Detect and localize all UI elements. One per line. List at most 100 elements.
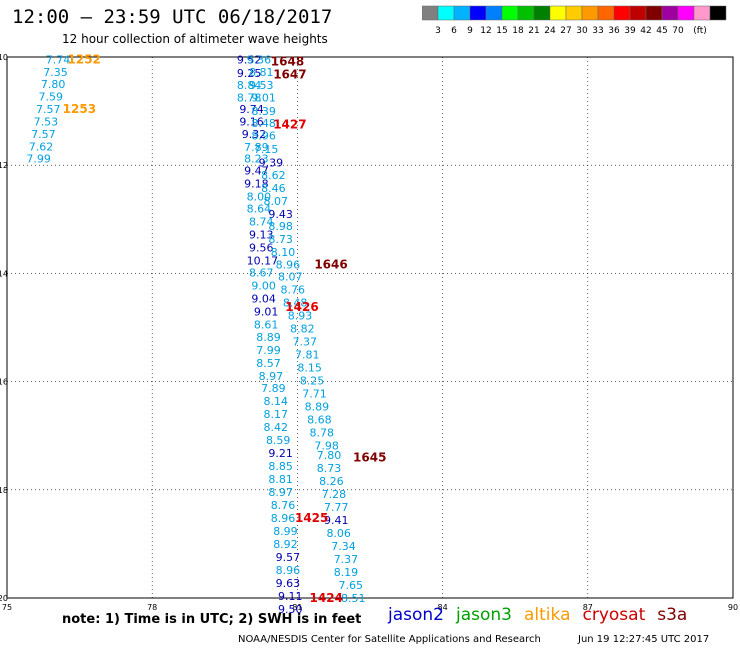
swh-value-label: 8.46 bbox=[261, 182, 286, 195]
swh-value-label: 8.78 bbox=[310, 426, 335, 439]
swh-value-label: 7.37 bbox=[293, 336, 318, 349]
swh-value-label: 9.41 bbox=[324, 514, 349, 527]
pass-time-label: 1645 bbox=[353, 450, 386, 464]
swh-value-label: 8.73 bbox=[317, 462, 342, 475]
swh-value-label: 7.65 bbox=[339, 579, 364, 592]
swh-value-label: 7.98 bbox=[314, 439, 339, 452]
swh-value-label: 9.39 bbox=[259, 156, 284, 169]
lon-tick-label: 78 bbox=[147, 603, 157, 612]
pass-time-label: 1253 bbox=[63, 102, 96, 116]
swh-value-label: 9.47 bbox=[244, 165, 269, 178]
swh-value-label: 8.85 bbox=[268, 460, 293, 473]
scale-swatch bbox=[709, 5, 727, 21]
swh-value-label: 7.53 bbox=[34, 115, 59, 128]
scale-tick-label: 70 bbox=[672, 26, 684, 36]
swh-value-label: 8.42 bbox=[264, 421, 289, 434]
swh-value-label: 9.11 bbox=[278, 590, 303, 603]
swh-value-label: 8.76 bbox=[271, 499, 296, 512]
swh-value-label: 9.53 bbox=[249, 79, 274, 92]
swh-value-label: 8.00 bbox=[247, 191, 272, 204]
swh-value-label: 8.48 bbox=[283, 297, 308, 310]
pass-time-label: 1427 bbox=[273, 118, 306, 132]
lon-tick-label: 84 bbox=[438, 603, 448, 612]
swh-value-label: 8.96 bbox=[276, 564, 301, 577]
swh-value-label: 9.32 bbox=[242, 128, 266, 141]
pass-time-label: 1647 bbox=[273, 67, 306, 81]
lon-tick-label: 75 bbox=[2, 603, 12, 612]
swh-value-label: 9.52 bbox=[237, 54, 262, 67]
swh-value-label: 8.73 bbox=[268, 233, 293, 246]
swh-value-label: 9.56 bbox=[249, 241, 274, 254]
swh-value-label: 9.63 bbox=[276, 577, 301, 590]
scale-tick-label: 24 bbox=[544, 26, 556, 36]
scale-tick-label: 42 bbox=[640, 26, 651, 36]
scale-tick-label: (ft) bbox=[693, 26, 707, 36]
swh-value-label: 8.84 bbox=[237, 79, 262, 92]
lat-tick-label: -10 bbox=[0, 53, 8, 62]
swh-value-label: 8.97 bbox=[259, 370, 284, 383]
swh-value-label: 8.68 bbox=[307, 413, 332, 426]
swh-value-label: 8.81 bbox=[268, 473, 293, 486]
swh-value-label: 8.64 bbox=[247, 202, 272, 215]
swh-value-label: 8.59 bbox=[266, 434, 291, 447]
swh-value-label: 8.98 bbox=[268, 220, 293, 233]
swh-value-label: 8.92 bbox=[273, 538, 298, 551]
swh-value-label: 7.62 bbox=[29, 140, 53, 153]
lon-tick-label: 90 bbox=[728, 603, 738, 612]
swh-value-label: 8.96 bbox=[251, 129, 275, 142]
satellite-legend-jason3: jason3 bbox=[456, 605, 512, 625]
swh-value-label: 8.14 bbox=[264, 395, 289, 408]
scale-tick-label: 9 bbox=[467, 26, 473, 36]
swh-value-label: 8.96 bbox=[276, 259, 301, 272]
swh-value-label: 9.21 bbox=[268, 447, 293, 460]
swh-value-label: 8.15 bbox=[297, 362, 322, 375]
swh-value-label: 7.89 bbox=[244, 141, 269, 154]
swh-value-label: 9.01 bbox=[251, 92, 275, 105]
scale-tick-label: 45 bbox=[656, 26, 667, 36]
swh-value-label: 7.99 bbox=[26, 153, 51, 166]
swh-value-label: 8.57 bbox=[256, 357, 281, 370]
swh-value-label: 8.61 bbox=[254, 318, 279, 331]
swh-value-label: 9.57 bbox=[276, 551, 301, 564]
swh-value-label: 7.80 bbox=[317, 449, 342, 462]
scale-tick-label: 30 bbox=[576, 26, 588, 36]
swh-value-label: 7.34 bbox=[331, 540, 356, 553]
scale-tick-label: 12 bbox=[480, 26, 491, 36]
scale-tick-label: 39 bbox=[624, 26, 636, 36]
swh-value-label: 8.23 bbox=[244, 153, 269, 166]
swh-value-label: 8.99 bbox=[273, 525, 298, 538]
swh-value-label: 8.81 bbox=[249, 66, 274, 79]
swh-value-label: 9.25 bbox=[237, 67, 262, 80]
swh-value-label: 8.07 bbox=[264, 195, 289, 208]
lat-tick-label: -16 bbox=[0, 378, 8, 387]
swh-value-label: 7.89 bbox=[261, 382, 286, 395]
swh-value-label: 8.19 bbox=[334, 566, 359, 579]
lat-tick-label: -20 bbox=[0, 594, 8, 603]
swh-value-label: 8.76 bbox=[280, 284, 305, 297]
satellite-legend-cryosat: cryosat bbox=[582, 605, 646, 625]
scale-tick-label: 36 bbox=[608, 26, 620, 36]
satellite-legend-altika: altika bbox=[524, 605, 571, 625]
scale-tick-label: 3 bbox=[435, 26, 441, 36]
swh-value-label: 7.99 bbox=[256, 344, 281, 357]
pass-time-label: 1424 bbox=[310, 591, 343, 605]
swh-value-label: 7.28 bbox=[322, 488, 347, 501]
swh-value-label: 9.00 bbox=[251, 279, 275, 292]
swh-value-label: 8.82 bbox=[290, 323, 315, 336]
swh-value-label: 8.39 bbox=[251, 105, 275, 118]
swh-value-label: 8.93 bbox=[288, 310, 313, 323]
satellite-legend-s3a: s3a bbox=[657, 605, 688, 625]
swh-value-label: 7.71 bbox=[302, 388, 327, 401]
swh-value-label: 8.48 bbox=[251, 117, 275, 130]
swh-value-label: 8.62 bbox=[261, 169, 286, 182]
swh-value-label: 7.35 bbox=[43, 66, 68, 79]
swh-value-label: 8.10 bbox=[271, 246, 296, 259]
swh-value-label: 8.67 bbox=[249, 266, 274, 279]
swh-value-label: 7.81 bbox=[295, 349, 320, 362]
swh-value-label: 8.25 bbox=[300, 375, 325, 388]
scale-tick-label: 21 bbox=[528, 26, 539, 36]
swh-value-label: 7.57 bbox=[36, 103, 61, 116]
swh-value-label: 8.26 bbox=[319, 475, 344, 488]
lat-tick-label: -12 bbox=[0, 161, 8, 170]
